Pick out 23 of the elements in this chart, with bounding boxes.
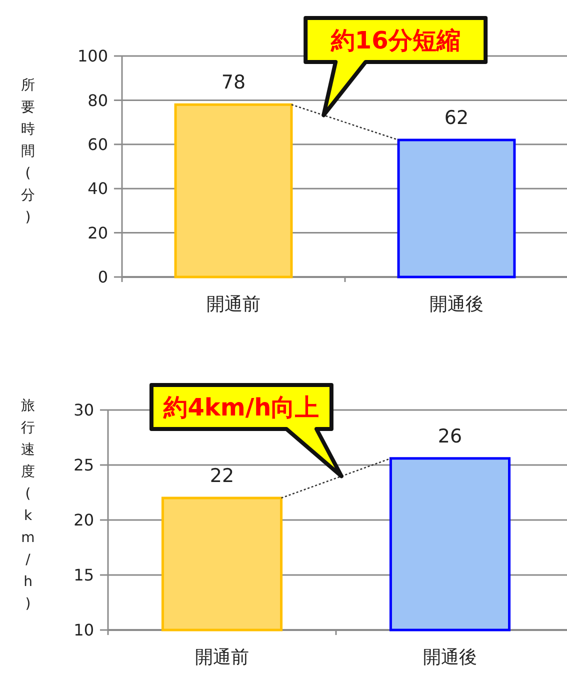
x-tick-label: 開通後 [423,647,477,668]
y-tick-label: 100 [77,46,108,66]
y-tick-label: 40 [88,179,108,198]
y-tick-label: 20 [88,223,108,242]
y-tick-label: 0 [98,268,108,287]
annotation: 約4km/h向上 [162,394,320,422]
data-label: 78 [221,72,246,94]
y-tick-label: 60 [88,135,108,154]
text: 約16分短縮 [330,26,460,55]
y-tick-label: 15 [74,566,94,585]
y-tick-label: 80 [88,90,108,110]
y-tick-label: 20 [74,510,94,530]
data-label: 26 [438,425,462,448]
y-axis-title: 所要時間(分) [21,78,35,226]
text: 旅行速度(km/h) [21,398,35,612]
x-tick-label: 開通後 [430,294,484,315]
y-tick-label: 30 [74,400,94,420]
y-tick-label: 10 [74,620,94,640]
x-tick-label: 開通前 [206,294,260,315]
data-label: 22 [210,465,234,487]
y-tick-label: 25 [74,456,94,475]
x-tick-label: 開通前 [195,647,249,668]
data-label: 62 [444,106,469,129]
